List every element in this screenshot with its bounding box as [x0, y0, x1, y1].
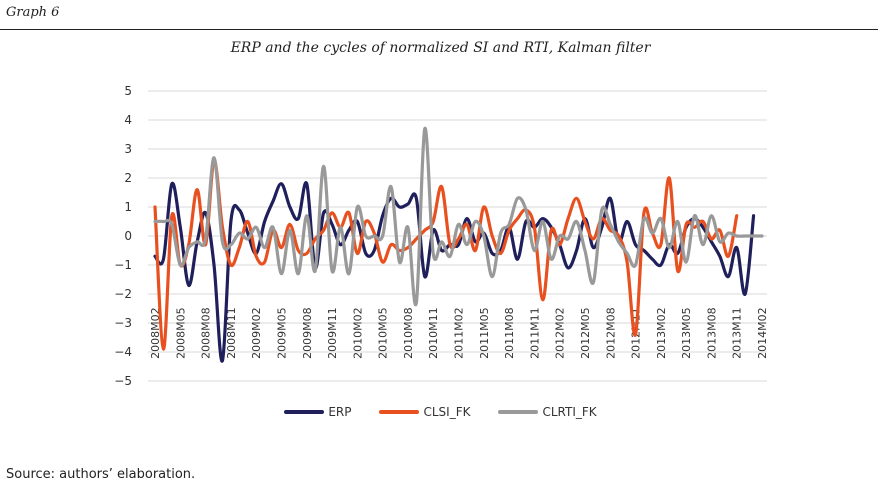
series-line-clsi-fk — [153, 158, 739, 351]
legend-label-erp: ERP — [328, 405, 352, 419]
x-tick-label: 2010M11 — [427, 307, 440, 358]
x-tick-label: 2011M05 — [478, 307, 491, 358]
legend: ERP CLSI_FK CLRTI_FK — [0, 405, 881, 419]
series-line-clrti-fk — [153, 127, 764, 307]
x-tick-label: 2012M02 — [554, 307, 567, 358]
legend-label-clrti: CLRTI_FK — [542, 405, 597, 419]
x-tick-label: 2010M02 — [351, 307, 364, 358]
y-tick-label: 2 — [124, 171, 132, 185]
legend-label-clsi: CLSI_FK — [423, 405, 471, 419]
x-tick-label: 2011M02 — [453, 307, 466, 358]
y-axis-ticks: 5 4 3 2 1 0 −1 −2 −3 −4 −5 — [114, 84, 132, 388]
y-tick-label: −4 — [114, 345, 132, 359]
legend-item-clrti: CLRTI_FK — [498, 405, 597, 419]
source-note: Source: authors’ elaboration. — [6, 467, 196, 482]
y-tick-label: −2 — [114, 287, 132, 301]
y-tick-label: 3 — [124, 142, 132, 156]
header-divider — [0, 29, 878, 30]
x-tick-label: 2013M08 — [705, 307, 718, 358]
series-lines — [153, 127, 764, 363]
legend-swatch-erp — [284, 410, 325, 414]
x-tick-label: 2008M02 — [149, 307, 162, 358]
x-tick-label: 2011M11 — [528, 307, 541, 358]
x-tick-label: 2009M02 — [250, 307, 263, 358]
graph-label: Graph 6 — [6, 5, 60, 20]
x-tick-label: 2013M11 — [731, 307, 744, 358]
x-tick-label: 2009M11 — [326, 307, 339, 358]
y-tick-label: −5 — [114, 374, 132, 388]
x-tick-label: 2011M08 — [503, 307, 516, 358]
x-tick-label: 2008M05 — [174, 307, 187, 358]
x-tick-label: 2010M08 — [402, 307, 415, 358]
x-tick-label: 2009M08 — [301, 307, 314, 358]
x-tick-label: 2008M08 — [200, 307, 213, 358]
x-tick-label: 2012M08 — [604, 307, 617, 358]
y-tick-label: 1 — [124, 200, 132, 214]
x-tick-label: 2008M11 — [225, 307, 238, 358]
y-tick-label: 5 — [124, 84, 132, 98]
x-tick-label: 2010M05 — [377, 307, 390, 358]
legend-item-erp: ERP — [284, 405, 351, 419]
legend-swatch-clrti — [498, 410, 539, 414]
x-tick-label: 2013M02 — [655, 307, 668, 358]
x-tick-label: 2009M05 — [275, 307, 288, 358]
x-tick-label: 2012M05 — [579, 307, 592, 358]
y-tick-label: −3 — [114, 316, 132, 330]
legend-item-clsi: CLSI_FK — [379, 405, 470, 419]
x-tick-label: 2014M02 — [756, 307, 769, 358]
y-tick-label: 4 — [124, 113, 132, 127]
gridlines — [148, 90, 767, 382]
chart-title: ERP and the cycles of normalized SI and … — [230, 40, 651, 56]
x-tick-label: 2013M05 — [680, 307, 693, 358]
x-axis-ticks: 2008M02 2008M05 2008M08 2008M11 2009M02 2009M… — [149, 307, 769, 358]
y-tick-label: 0 — [124, 229, 132, 243]
y-tick-label: −1 — [114, 258, 132, 272]
legend-swatch-clsi — [379, 410, 420, 414]
